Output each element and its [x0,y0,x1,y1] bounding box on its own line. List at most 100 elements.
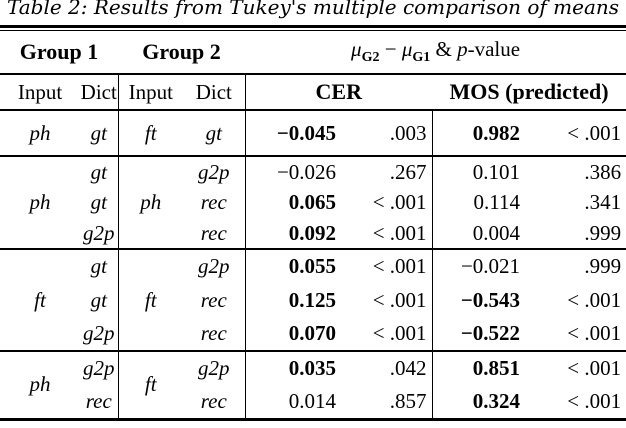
cell-group1-dict: rec [85,388,112,413]
cell-group1-dict: gt [90,254,107,278]
cell-group2-dict: rec [200,321,227,345]
header-row-columns: Input Dict Input Dict CER MOS (predicted… [0,74,626,110]
cell-mos-pvalue: .386 [584,159,622,184]
cell-group1-dict: gt [90,287,107,312]
cell-cer-pvalue: .003 [389,120,427,145]
table-caption-box: Table 2: Results from Tukey's multiple c… [0,0,626,25]
header-input1-label: Input [17,79,63,104]
table-row: g2p rec 0.070 < .001 −0.522 < .001 [0,317,626,351]
cell-group2-dict: rec [200,220,227,245]
cell-mos-pvalue: .999 [584,220,622,245]
table-section-4: ph g2p ft g2p 0.035 .042 0.851 < .001 re… [0,351,626,419]
cell-mos-diff: 0.101 [431,156,528,187]
cell-cer-diff: −0.026 [244,156,346,187]
results-table: Group 1 Group 2 μG2 − μG1 & p-value Inpu… [0,31,626,421]
cell-mos-diff: 0.004 [431,218,528,249]
cell-cer-pvalue: .042 [389,356,427,380]
table-row: g2p rec 0.092 < .001 0.004 .999 [0,218,626,249]
header-mu-expression: μG2 − μG1 & p-value [245,31,626,74]
table-section-1: ph gt ft gt −0.045 .003 0.982 < .001 [0,110,626,156]
cell-mos-diff: −0.543 [431,283,528,317]
ampersand: & [430,36,458,61]
cell-group1-dict: gt [90,190,107,214]
cell-cer-diff: 0.092 [244,218,346,249]
cell-mos-diff: 0.114 [431,187,528,218]
cell-cer-pvalue: .857 [389,388,427,413]
mu-symbol: μ [401,36,413,61]
subscript-g1: G1 [412,50,431,66]
cell-group1-input: ph [29,190,51,214]
cell-cer-pvalue: < .001 [372,254,427,278]
p-symbol: p [457,36,468,61]
cell-mos-diff: −0.021 [431,249,528,283]
cell-group1-dict: g2p [83,220,115,245]
cell-mos-diff: −0.522 [431,317,528,351]
cell-mos-pvalue: .999 [584,254,622,278]
cell-mos-diff: 0.851 [431,351,528,385]
table-header: Group 1 Group 2 μG2 − μG1 & p-value Inpu… [0,31,626,110]
table-section-2: ph gt ph g2p −0.026 .267 0.101 .386 gt r… [0,156,626,249]
cell-group1-dict: g2p [83,321,115,345]
cell-mos-diff: 0.324 [431,385,528,419]
cell-group1-dict: gt [90,159,107,184]
subscript-g2: G2 [361,50,380,66]
header-cer-label: CER [244,74,433,110]
top-double-rule [0,25,626,31]
table-row: ft gt ft g2p 0.055 < .001 −0.021 .999 [0,249,626,351]
cell-cer-diff: 0.125 [244,283,346,317]
cell-cer-diff: 0.055 [244,249,346,283]
cell-group1-dict: g2p [83,356,115,380]
cell-mos-pvalue: < .001 [567,120,622,145]
cell-cer-diff: 0.035 [244,351,346,385]
cell-group2-dict: rec [200,287,227,312]
cell-mos-pvalue: < .001 [567,356,622,380]
table-section-3: ft gt ft g2p 0.055 < .001 −0.021 .999 gt… [0,249,626,351]
mu-symbol: μ [351,36,362,61]
cell-cer-pvalue: < .001 [372,287,427,312]
cell-cer-diff: 0.014 [244,385,346,419]
table-row: gt rec 0.125 < .001 −0.543 < .001 [0,283,626,317]
header-mos-label: MOS (predicted) [449,79,609,104]
header-dict1-label: Dict [80,79,117,104]
cell-group1-input: ft [34,287,46,312]
cell-cer-pvalue: < .001 [372,321,427,345]
cell-mos-pvalue: < .001 [567,321,622,345]
table-row: gt rec 0.065 < .001 0.114 .341 [0,187,626,218]
header-row-groups: Group 1 Group 2 μG2 − μG1 & p-value [0,31,626,74]
table-row: ph gt ft gt −0.045 .003 0.982 < .001 [0,110,626,156]
cell-group1-input: ph [29,372,51,397]
cell-group2-input: ft [117,110,184,156]
cell-cer-pvalue: < .001 [372,190,427,214]
cell-mos-pvalue: < .001 [567,388,622,413]
cell-cer-diff: 0.065 [244,187,346,218]
cell-cer-pvalue: .267 [389,159,427,184]
header-group1-label: Group 1 [19,39,99,64]
pvalue-suffix: -value [467,36,521,61]
header-dict2-label: Dict [195,79,232,104]
cell-group2-dict: gt [205,120,222,145]
header-input2-label: Input [117,74,184,110]
header-group2-label: Group 2 [142,39,221,64]
cell-cer-diff: 0.070 [244,317,346,351]
cell-group2-dict: g2p [198,254,230,278]
cell-group2-dict: rec [200,388,227,413]
cell-group2-input: ph [117,156,184,249]
cell-cer-diff: −0.045 [244,110,346,156]
cell-group2-dict: g2p [198,356,230,380]
table-row: ph gt ph g2p −0.026 .267 0.101 .386 [0,156,626,249]
cell-group2-dict: rec [200,190,227,214]
cell-group2-input: ft [117,351,184,419]
cell-group1-input: ph [29,120,51,145]
table-row: rec rec 0.014 .857 0.324 < .001 [0,385,626,419]
cell-mos-pvalue: .341 [584,190,622,214]
minus-sign: − [379,36,402,61]
cell-group2-dict: g2p [198,159,230,184]
cell-group2-input: ft [117,249,184,351]
cell-mos-diff: 0.982 [431,110,528,156]
table-row: ph g2p ft g2p 0.035 .042 0.851 < .001 [0,351,626,419]
table-caption: Table 2: Results from Tukey's multiple c… [6,0,620,19]
cell-mos-pvalue: < .001 [567,287,622,312]
cell-group1-dict: gt [90,120,107,145]
cell-cer-pvalue: < .001 [372,220,427,245]
